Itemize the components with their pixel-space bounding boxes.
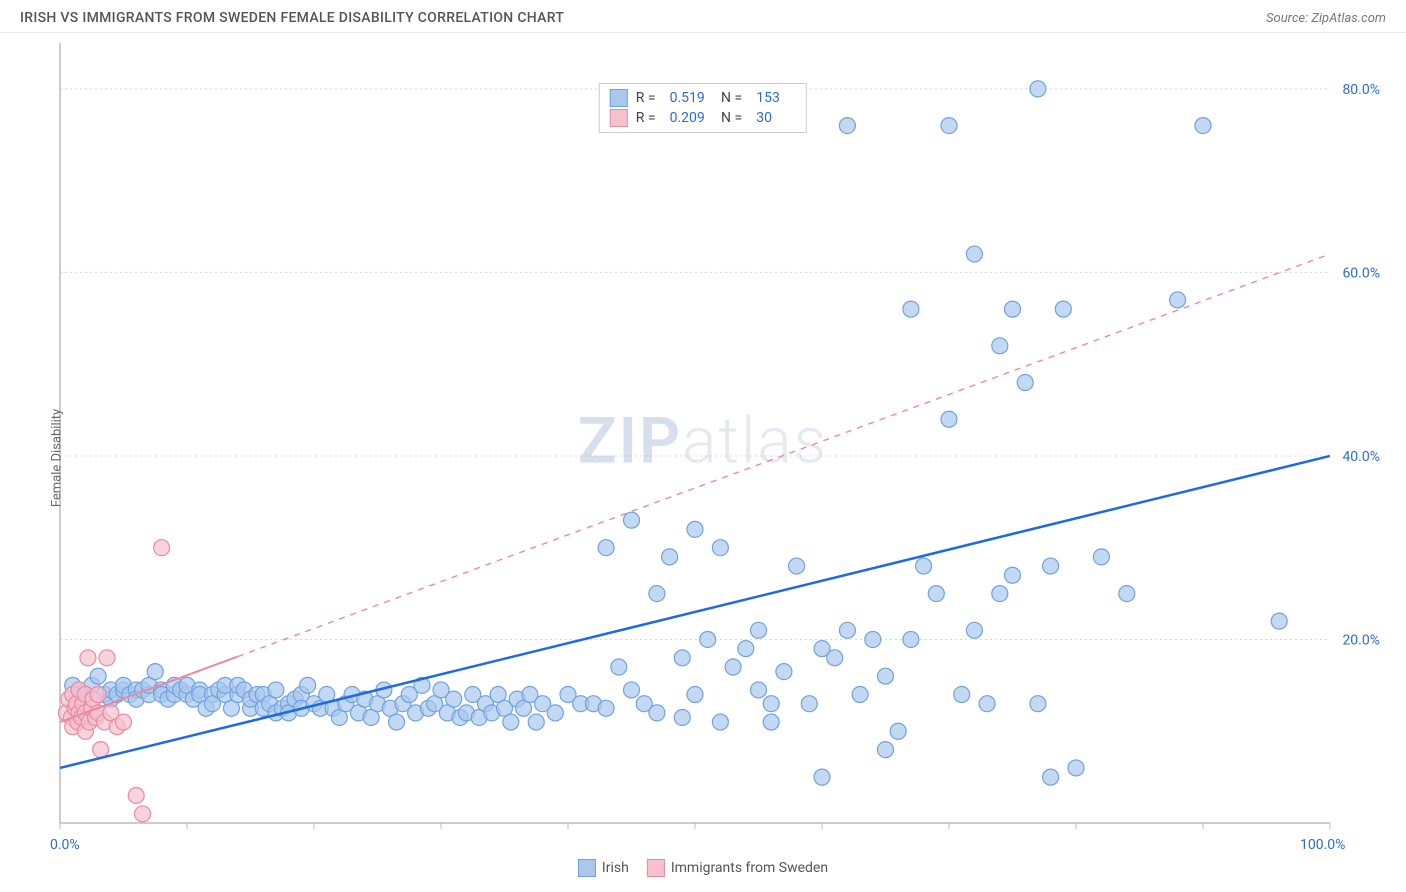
legend-r-label: R = xyxy=(636,110,656,126)
svg-text:80.0%: 80.0% xyxy=(1342,82,1380,98)
swatch-sweden xyxy=(647,859,665,877)
legend-label-irish: Irish xyxy=(602,860,629,876)
legend-n-sweden: 30 xyxy=(756,110,796,126)
legend-r-sweden: 0.209 xyxy=(670,110,710,126)
legend-n-irish: 153 xyxy=(756,90,796,106)
chart-source: Source: ZipAtlas.com xyxy=(1266,11,1386,26)
legend-item-sweden: Immigrants from Sweden xyxy=(647,859,828,877)
series-legend: Irish Immigrants from Sweden xyxy=(578,859,828,877)
chart-title: IRISH VS IMMIGRANTS FROM SWEDEN FEMALE D… xyxy=(20,10,564,26)
chart-header: IRISH VS IMMIGRANTS FROM SWEDEN FEMALE D… xyxy=(0,0,1406,33)
legend-n-label: N = xyxy=(718,90,743,106)
swatch-irish xyxy=(610,89,628,107)
chart-container: IRISH VS IMMIGRANTS FROM SWEDEN FEMALE D… xyxy=(0,0,1406,892)
scatter-chart: 20.0% 40.0% 60.0% 80.0% xyxy=(0,33,1406,883)
legend-row-sweden: R = 0.209 N = 30 xyxy=(610,108,796,128)
chart-area: Female Disability ZIPatlas 20.0%40.0%60.… xyxy=(0,33,1406,883)
svg-text:60.0%: 60.0% xyxy=(1342,265,1380,281)
x-axis-min: 0.0% xyxy=(50,837,80,853)
legend-row-irish: R = 0.519 N = 153 xyxy=(610,88,796,108)
swatch-sweden xyxy=(610,109,628,127)
swatch-irish xyxy=(578,859,596,877)
legend-label-sweden: Immigrants from Sweden xyxy=(671,860,828,876)
correlation-legend: R = 0.519 N = 153 R = 0.209 N = 30 xyxy=(599,83,807,133)
legend-r-irish: 0.519 xyxy=(670,90,710,106)
legend-n-label: N = xyxy=(718,110,743,126)
svg-text:20.0%: 20.0% xyxy=(1342,632,1380,648)
y-axis-label: Female Disability xyxy=(50,409,65,507)
x-axis-max: 100.0% xyxy=(1300,837,1345,853)
svg-text:40.0%: 40.0% xyxy=(1342,449,1380,465)
legend-r-label: R = xyxy=(636,90,656,106)
legend-item-irish: Irish xyxy=(578,859,629,877)
